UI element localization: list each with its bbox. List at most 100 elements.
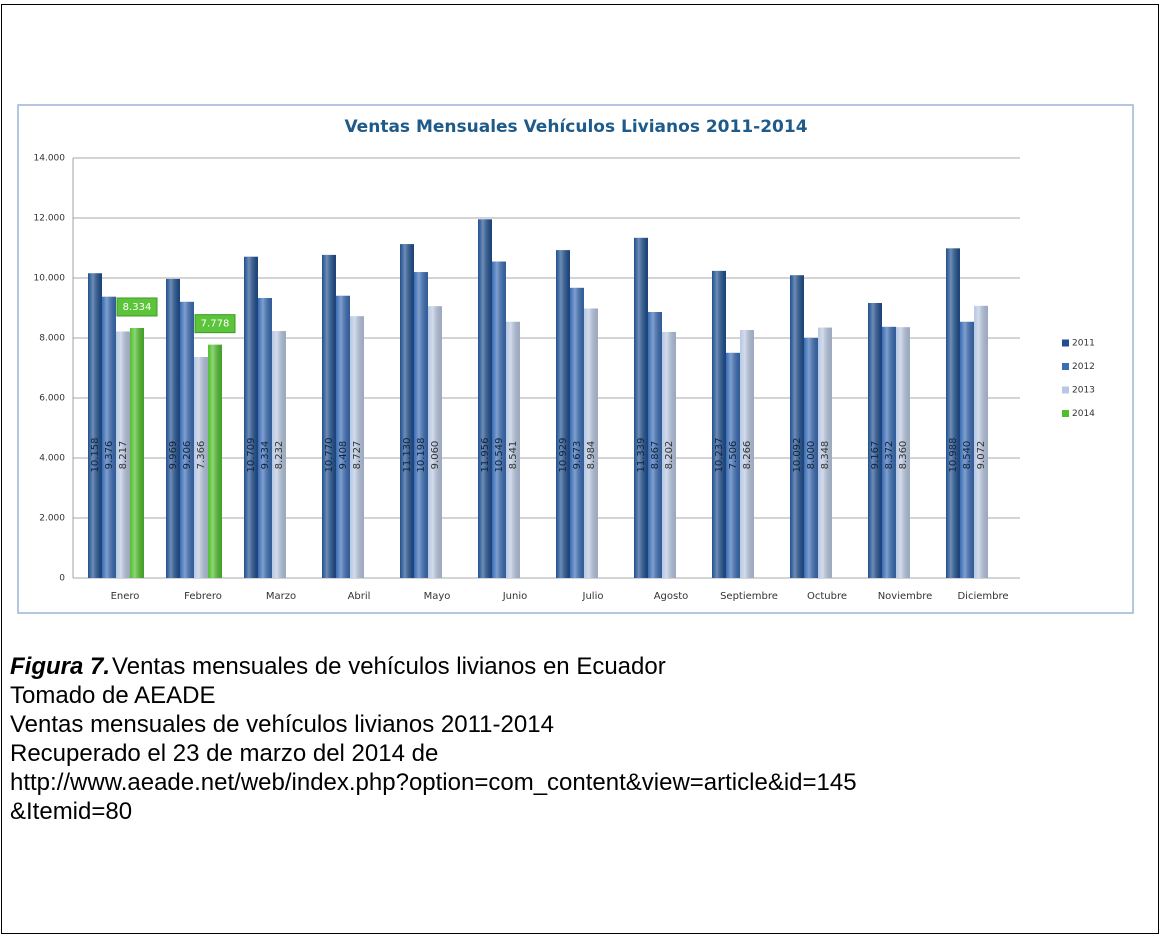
bar-shine <box>634 237 648 578</box>
data-label: 8.000 <box>806 441 817 470</box>
y-tick-label: 10.000 <box>34 274 66 284</box>
bar-shine <box>166 278 180 578</box>
caption-label: Figura 7. <box>10 653 111 680</box>
y-tick-label: 8.000 <box>39 334 65 344</box>
bar-shine <box>946 248 960 579</box>
legend-swatch <box>1062 339 1069 347</box>
bar-shine <box>818 327 832 578</box>
bar-shine <box>478 219 492 578</box>
bar-shine <box>712 270 726 578</box>
caption-line: Figura 7.Ventas mensuales de vehículos l… <box>10 652 857 681</box>
x-tick-label: Junio <box>502 591 528 602</box>
data-label: 8.540 <box>962 441 973 470</box>
bar-shine <box>272 331 286 578</box>
y-tick-label: 4.000 <box>39 454 65 464</box>
x-tick-label: Febrero <box>184 591 222 602</box>
legend-label: 2014 <box>1072 409 1095 419</box>
data-label: 10.988 <box>948 438 959 473</box>
bar-shine <box>428 306 442 578</box>
data-label: 8.266 <box>742 441 753 470</box>
x-tick-label: Noviembre <box>878 591 933 602</box>
bar-shine <box>492 261 506 578</box>
bar-shine <box>804 338 818 578</box>
legend-label: 2011 <box>1072 339 1095 349</box>
caption-text: Ventas mensuales de vehículos livianos e… <box>112 653 666 680</box>
data-label: 8.867 <box>650 441 661 470</box>
data-label: 9.408 <box>338 441 349 470</box>
bar-shine <box>350 316 364 578</box>
data-label-box <box>194 314 236 334</box>
bar-shine <box>556 250 570 578</box>
caption-line: http://www.aeade.net/web/index.php?optio… <box>10 769 857 796</box>
bar-shine <box>208 344 222 578</box>
data-label: 10.770 <box>324 438 335 473</box>
bar-shine <box>102 296 116 578</box>
caption: Figura 7.Ventas mensuales de vehículos l… <box>10 652 857 826</box>
data-label: 10.929 <box>558 438 569 473</box>
data-label: 10.237 <box>714 438 725 473</box>
x-tick-label: Agosto <box>654 591 689 602</box>
data-label: 8.727 <box>352 441 363 470</box>
legend-swatch <box>1062 386 1069 394</box>
bar-shine <box>322 254 336 578</box>
bar-shine <box>960 321 974 578</box>
bar-shine <box>974 305 988 578</box>
legend-label: 2013 <box>1072 386 1095 396</box>
x-tick-label: Julio <box>582 591 604 602</box>
data-label: 8.202 <box>664 441 675 470</box>
data-label: 8.360 <box>898 441 909 470</box>
caption-line: Tomado de AEADE <box>10 682 216 709</box>
data-label: 10.198 <box>416 438 427 473</box>
caption-line: &Itemid=80 <box>10 798 133 825</box>
x-tick-label: Octubre <box>807 591 847 602</box>
caption-line: Ventas mensuales de vehículos livianos 2… <box>10 711 554 738</box>
legend-swatch <box>1062 363 1069 370</box>
data-label: 10.092 <box>792 438 803 473</box>
data-label: 8.372 <box>884 441 895 470</box>
data-label: 8.348 <box>820 441 831 470</box>
data-label: 11.956 <box>480 438 491 473</box>
bar-shine <box>868 302 882 578</box>
data-label: 8.541 <box>508 441 519 470</box>
data-label: 7.506 <box>728 441 739 470</box>
y-tick-label: 0 <box>59 574 65 584</box>
bar-shine <box>130 327 144 578</box>
data-label: 10.549 <box>494 438 505 473</box>
chart: Ventas Mensuales Vehículos Livianos 2011… <box>17 104 1134 614</box>
y-tick-label: 12.000 <box>34 214 66 224</box>
data-label: 9.969 <box>168 441 179 470</box>
data-label: 8.217 <box>118 441 129 470</box>
chart-title: Ventas Mensuales Vehículos Livianos 2011… <box>344 117 807 137</box>
bar-shine <box>116 331 130 578</box>
data-label: 11.130 <box>402 438 413 473</box>
x-tick-label: Mayo <box>424 591 451 602</box>
bar-shine <box>584 308 598 578</box>
bar-shine <box>400 244 414 578</box>
data-label: 8.232 <box>274 441 285 470</box>
bar-shine <box>194 357 208 578</box>
bar-shine <box>258 297 272 578</box>
x-tick-label: Septiembre <box>720 591 778 602</box>
data-label: 7.366 <box>196 441 207 470</box>
data-label: 9.167 <box>870 441 881 470</box>
data-label: 7.778 <box>201 319 230 330</box>
data-label: 9.334 <box>260 441 271 470</box>
legend-swatch <box>1062 410 1069 417</box>
bar-shine <box>506 321 520 578</box>
data-label: 9.673 <box>572 441 583 470</box>
y-tick-label: 14.000 <box>34 154 66 164</box>
bar-shine <box>740 330 754 578</box>
x-tick-label: Marzo <box>266 591 296 602</box>
data-label: 8.334 <box>123 302 152 313</box>
bar-shine <box>336 295 350 578</box>
bar-shine <box>414 272 428 578</box>
bar-shine <box>570 287 584 578</box>
legend-label: 2012 <box>1072 362 1095 372</box>
caption-line: Recuperado el 23 de marzo del 2014 de <box>10 740 439 767</box>
data-label: 10.709 <box>246 438 257 473</box>
bar-shine <box>180 301 194 578</box>
data-label: 11.339 <box>636 438 647 473</box>
data-label: 9.206 <box>182 441 193 470</box>
bar-shine <box>896 327 910 578</box>
